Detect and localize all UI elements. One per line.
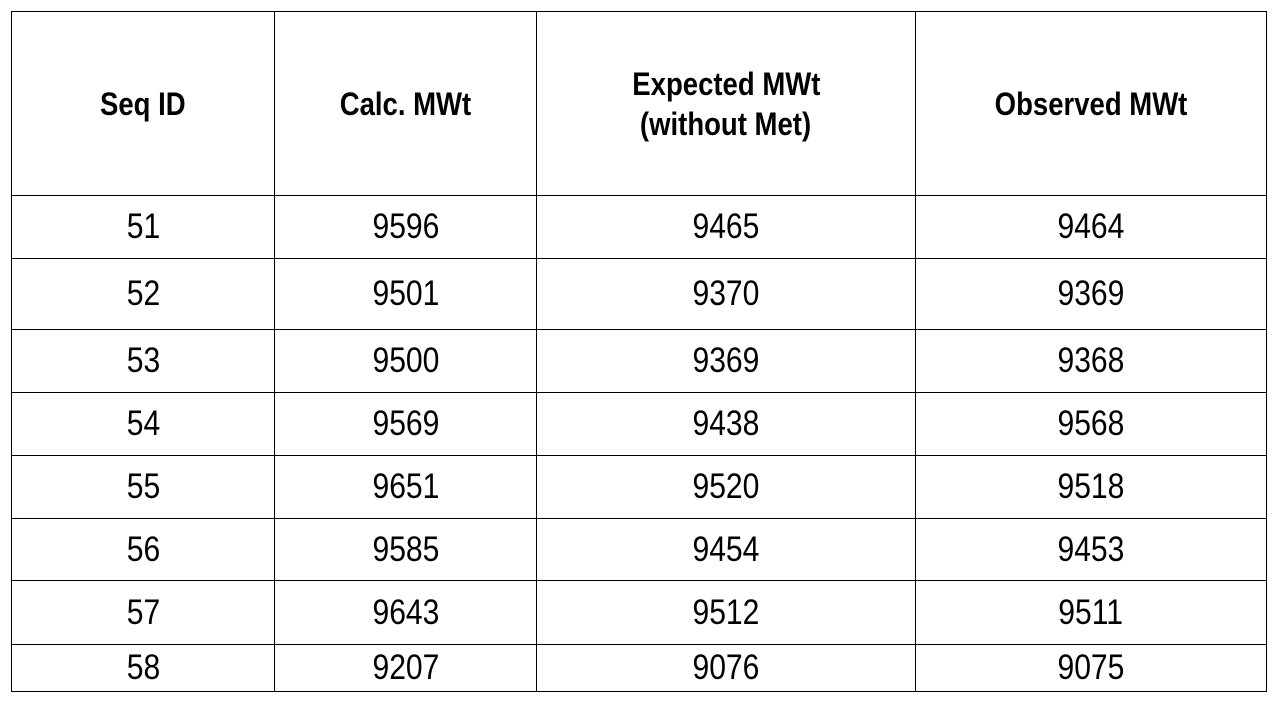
- head-cell: Seq ID: [11, 11, 275, 196]
- cell-text: 9520: [693, 467, 760, 507]
- cell-text: 53: [126, 341, 159, 381]
- body-cell: 9076: [536, 644, 916, 692]
- cell-text: 9585: [372, 530, 439, 570]
- body-cell: 9369: [915, 258, 1267, 330]
- cell-text: 9438: [693, 404, 760, 444]
- body-cell: 9370: [536, 258, 916, 330]
- header-text: Observed MWt: [995, 84, 1188, 124]
- body-cell: 58: [11, 644, 275, 692]
- body-cell: 9511: [915, 580, 1267, 645]
- head-cell: Expected MWt(without Met): [536, 11, 916, 196]
- body-cell: 9438: [536, 392, 916, 456]
- cell-text: 9511: [1059, 593, 1124, 633]
- cell-text: 55: [126, 467, 159, 507]
- cell-text: 9500: [372, 341, 439, 381]
- body-cell: 51: [11, 195, 275, 259]
- body-cell: 9568: [915, 392, 1267, 456]
- cell-text: 9643: [372, 593, 439, 633]
- body-cell: 9464: [915, 195, 1267, 259]
- cell-text: 9464: [1058, 207, 1125, 247]
- body-cell: 9369: [536, 329, 916, 393]
- body-cell: 9500: [274, 329, 537, 393]
- body-cell: 9569: [274, 392, 537, 456]
- head-cell: Observed MWt: [915, 11, 1267, 196]
- body-cell: 9596: [274, 195, 537, 259]
- cell-text: 9518: [1058, 467, 1125, 507]
- page: Seq ID Calc. MWt Expected MWt(without Met)…: [0, 0, 1278, 704]
- cell-text: 54: [126, 404, 159, 444]
- cell-text: 9512: [693, 593, 760, 633]
- body-cell: 9501: [274, 258, 537, 330]
- header-text: (without Met): [640, 104, 811, 144]
- cell-text: 9207: [372, 648, 439, 688]
- body-cell: 53: [11, 329, 275, 393]
- cell-text: 9075: [1058, 648, 1125, 688]
- cell-text: 9370: [693, 274, 760, 314]
- body-cell: 9454: [536, 518, 916, 581]
- cell-text: 51: [126, 207, 159, 247]
- head-cell: Calc. MWt: [274, 11, 537, 196]
- cell-text: 52: [126, 274, 159, 314]
- body-cell: 9075: [915, 644, 1267, 692]
- body-cell: 9585: [274, 518, 537, 581]
- cell-text: 9453: [1058, 530, 1125, 570]
- body-cell: 9518: [915, 455, 1267, 519]
- header-text: Expected MWt: [632, 64, 820, 104]
- cell-text: 9569: [372, 404, 439, 444]
- cell-text: 58: [126, 648, 159, 688]
- body-cell: 9512: [536, 580, 916, 645]
- body-cell: 9643: [274, 580, 537, 645]
- body-cell: 9520: [536, 455, 916, 519]
- cell-text: 9568: [1058, 404, 1125, 444]
- body-cell: 9453: [915, 518, 1267, 581]
- cell-text: 9596: [372, 207, 439, 247]
- body-cell: 52: [11, 258, 275, 330]
- cell-text: 56: [126, 530, 159, 570]
- body-cell: 9207: [274, 644, 537, 692]
- cell-text: 9369: [1058, 274, 1125, 314]
- header-text: Seq ID: [100, 84, 186, 124]
- cell-text: 9465: [693, 207, 760, 247]
- cell-text: 9368: [1058, 341, 1125, 381]
- header-text: Calc. MWt: [340, 84, 471, 124]
- cell-text: 57: [126, 593, 159, 633]
- cell-text: 9369: [693, 341, 760, 381]
- cell-text: 9076: [693, 648, 760, 688]
- cell-text: 9651: [372, 467, 439, 507]
- body-cell: 54: [11, 392, 275, 456]
- cell-text: 9501: [372, 274, 439, 314]
- body-cell: 57: [11, 580, 275, 645]
- body-cell: 9651: [274, 455, 537, 519]
- body-cell: 9465: [536, 195, 916, 259]
- body-cell: 56: [11, 518, 275, 581]
- body-cell: 55: [11, 455, 275, 519]
- cell-text: 9454: [693, 530, 760, 570]
- body-cell: 9368: [915, 329, 1267, 393]
